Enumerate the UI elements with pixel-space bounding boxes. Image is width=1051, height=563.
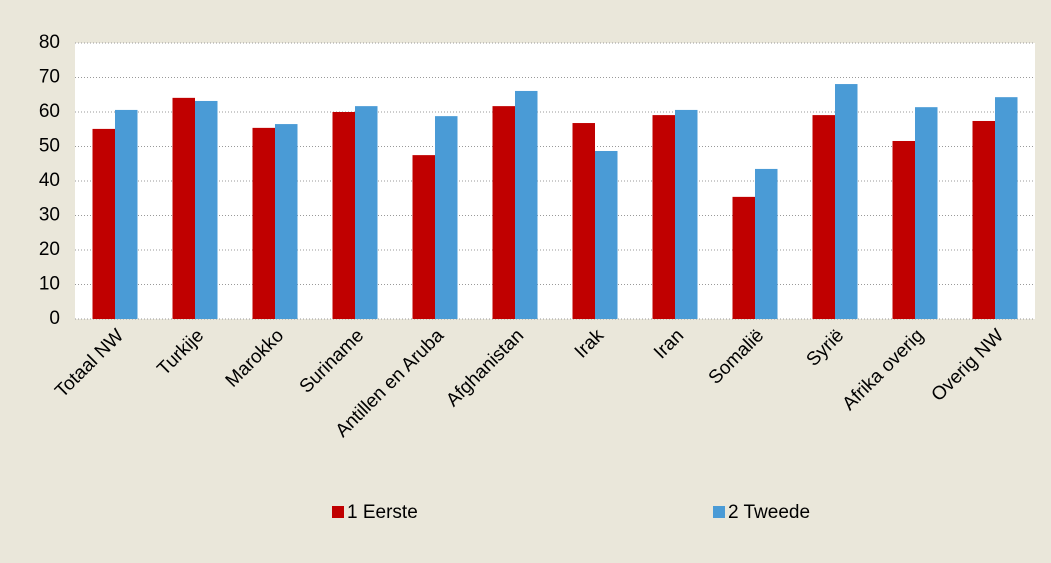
bar	[995, 97, 1018, 319]
y-tick-label: 10	[39, 274, 60, 295]
legend-swatch	[332, 506, 344, 518]
bar	[275, 124, 298, 319]
bar	[92, 128, 115, 319]
bar	[515, 90, 538, 319]
y-tick-label: 60	[39, 101, 60, 122]
bar	[915, 107, 938, 319]
bar	[892, 140, 915, 319]
y-tick-label: 30	[39, 205, 60, 226]
bar	[675, 109, 698, 320]
bar	[195, 100, 218, 320]
y-tick-label: 80	[39, 32, 60, 53]
legend-label: 1 Eerste	[347, 502, 418, 523]
bar	[252, 127, 275, 320]
bar	[572, 123, 595, 319]
y-tick-label: 70	[39, 67, 60, 88]
bar	[172, 97, 195, 319]
bar	[972, 120, 995, 319]
bar	[595, 150, 618, 319]
legend-label: 2 Tweede	[728, 502, 810, 523]
y-tick-label: 20	[39, 239, 60, 260]
bar	[115, 109, 138, 320]
y-tick-label: 40	[39, 170, 60, 191]
bar	[492, 106, 515, 319]
bar	[435, 116, 458, 319]
bar	[812, 115, 835, 319]
bar	[755, 168, 778, 319]
bar	[412, 155, 435, 319]
bar	[355, 106, 378, 319]
y-tick-label: 0	[49, 308, 60, 329]
y-tick-label: 50	[39, 136, 60, 157]
bar	[732, 196, 755, 319]
bar	[835, 84, 858, 320]
legend-swatch	[713, 506, 725, 518]
bar	[652, 115, 675, 319]
bar	[332, 112, 355, 319]
